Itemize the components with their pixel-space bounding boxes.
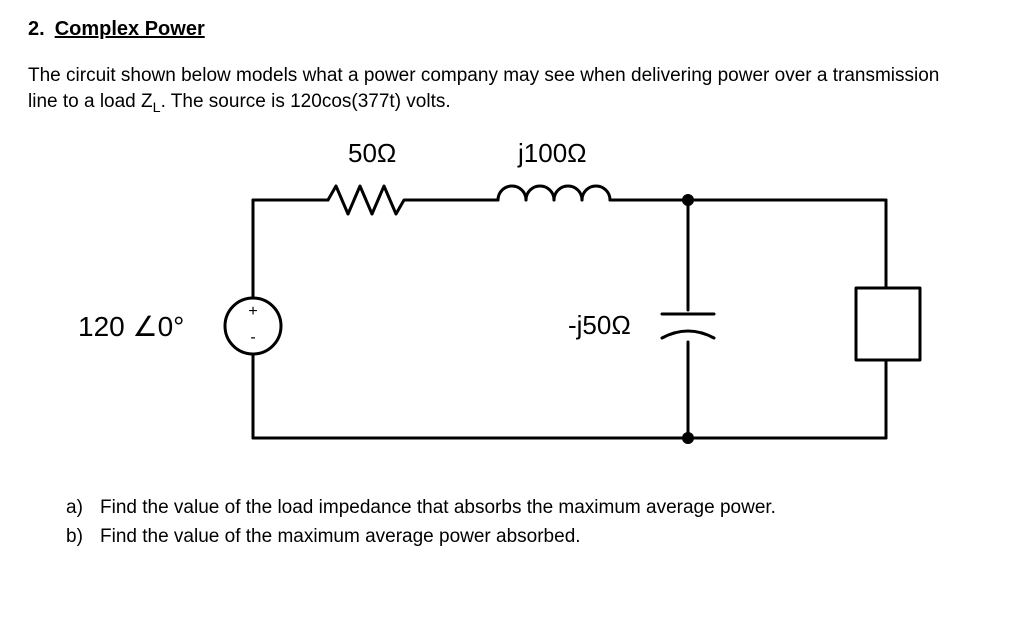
question-b: b) Find the value of the maximum average… [66,523,996,551]
question-b-letter: b) [66,523,90,551]
para-sub: L [153,99,161,115]
source-plus: + [248,303,257,320]
circuit-diagram: 50Ω j100Ω -j50Ω 120 ∠0° ZL + - [48,138,948,468]
subquestions: a) Find the value of the load impedance … [66,494,996,551]
question-a-letter: a) [66,494,90,522]
problem-header: 2. Complex Power [28,18,996,41]
source-minus: - [250,329,255,346]
question-a-text: Find the value of the load impedance tha… [100,494,776,522]
circuit-svg: + - [48,138,948,468]
question-b-text: Find the value of the maximum average po… [100,523,581,551]
problem-number: 2. [28,18,45,40]
para-post: . The source is 120cos(377t) volts. [161,91,451,112]
problem-statement: The circuit shown below models what a po… [28,63,968,118]
question-a: a) Find the value of the load impedance … [66,494,996,522]
problem-title: Complex Power [55,18,205,40]
